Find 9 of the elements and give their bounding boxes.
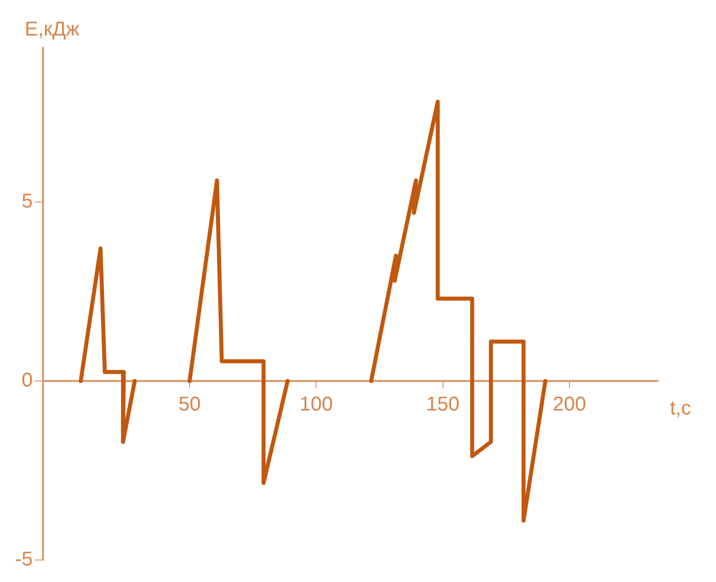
x-tick-label: 100	[300, 393, 333, 416]
y-tick-label: 0	[22, 369, 33, 392]
x-tick-label: 200	[552, 393, 586, 416]
x-tick-label: 50	[178, 393, 201, 416]
x-tick-label: 150	[426, 393, 460, 416]
y-axis-title: E,кДж	[24, 18, 80, 41]
y-tick-label: 5	[22, 190, 33, 212]
y-tick-label: -5	[14, 548, 33, 571]
x-axis-title: t,c	[670, 397, 692, 420]
